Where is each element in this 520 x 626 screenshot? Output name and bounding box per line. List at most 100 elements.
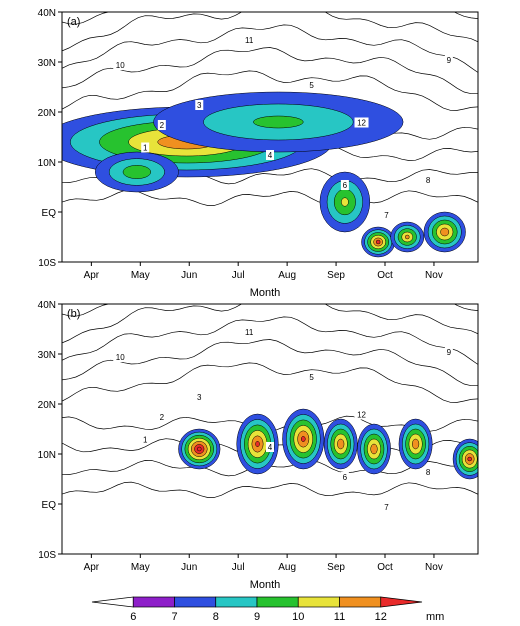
contour-label: 12 — [357, 411, 366, 420]
panel-b-x-axis: Apr May Jun Jul Aug Sep Oct Nov — [84, 554, 443, 573]
x-tick-label: Aug — [278, 270, 296, 281]
contour-label-bg — [424, 467, 433, 477]
contour-label: 7 — [384, 211, 389, 220]
contour-label-bg — [354, 409, 369, 420]
precip-blob — [390, 221, 425, 253]
colorbar-swatch — [256, 596, 299, 608]
contour-label: 3 — [197, 393, 202, 402]
contour-label-bg — [354, 117, 369, 128]
contour-label-bg — [307, 80, 316, 90]
precip-blob — [323, 418, 358, 470]
y-tick-label: 10N — [38, 450, 56, 461]
precip-level-9 — [122, 165, 151, 179]
contour-label-bg — [195, 100, 204, 110]
precip-level-10 — [341, 197, 349, 207]
panel-a-x-axis: Apr May Jun Jul Aug Sep Oct Nov — [84, 262, 443, 281]
contour-label-bg — [157, 120, 166, 130]
contour-label-bg — [340, 472, 349, 482]
contour-label-bg — [141, 142, 150, 153]
contour-line — [62, 24, 478, 73]
x-tick-label: May — [131, 270, 150, 281]
contour-label: 10 — [116, 61, 125, 70]
y-tick-label: 10S — [38, 550, 56, 561]
contour-line — [62, 362, 478, 403]
precip-blob — [423, 211, 466, 253]
contour-label: 1 — [143, 436, 148, 445]
x-tick-label: Nov — [425, 562, 443, 573]
x-tick-label: Oct — [377, 562, 393, 573]
contour-label-bg — [340, 180, 349, 190]
panel-a-frame — [61, 11, 479, 263]
x-tick-label: Jun — [181, 562, 197, 573]
x-tick-label: Jul — [232, 270, 245, 281]
x-tick-label: Sep — [327, 270, 345, 281]
colorbar-swatch — [132, 596, 175, 608]
precip-level-13 — [197, 446, 202, 452]
y-tick-label: EQ — [42, 208, 57, 219]
precip-blob — [361, 226, 396, 258]
contour-label: 4 — [268, 443, 273, 452]
precip-level-11 — [337, 438, 345, 450]
contour-line — [62, 339, 478, 387]
precip-level-11 — [412, 438, 420, 450]
precip-level-12 — [301, 436, 306, 442]
colorbar-swatch — [91, 596, 134, 608]
precip-level-12 — [467, 456, 472, 462]
contour-label: 8 — [426, 176, 431, 185]
precip-level-12 — [375, 239, 381, 245]
colorbar-tick-label: 9 — [254, 611, 260, 621]
contour-label-bg — [242, 327, 257, 337]
precip-blob — [282, 408, 325, 470]
precip-level-11 — [440, 227, 450, 237]
y-tick-label: 30N — [38, 58, 56, 69]
precip-blob — [236, 413, 279, 475]
colorbar-swatch — [215, 596, 258, 608]
contour-label: 2 — [160, 121, 165, 130]
contour-line — [62, 12, 478, 52]
colorbar-unit: mm — [426, 611, 444, 621]
precip-level-12 — [255, 441, 260, 447]
colorbar-tick-label: 11 — [334, 611, 345, 621]
x-tick-label: Jul — [232, 562, 245, 573]
colorbar-tick-label: 12 — [375, 611, 387, 621]
panel-b-label: (b) — [67, 308, 80, 320]
precip-blob — [357, 423, 391, 475]
contour-label-bg — [141, 434, 150, 445]
contour-line — [62, 47, 478, 95]
contour-label: 1 — [143, 144, 148, 153]
precip-blob — [398, 418, 433, 470]
contour-label: 5 — [309, 81, 314, 90]
panel-a-y-axis: 40N 30N 20N 10N EQ 10S — [38, 8, 62, 269]
y-tick-label: EQ — [42, 500, 57, 511]
y-tick-label: 10S — [38, 258, 56, 269]
contour-label-bg — [382, 502, 391, 512]
contour-label-bg — [157, 412, 166, 422]
contour-label-bg — [266, 150, 274, 160]
contour-label: 8 — [426, 468, 431, 477]
contour-label-bg — [444, 347, 453, 357]
contour-label-bg — [444, 55, 453, 65]
panel-a-label: (a) — [67, 16, 80, 28]
y-tick-label: 20N — [38, 108, 56, 119]
contour-label: 4 — [268, 151, 273, 160]
contour-label: 3 — [197, 101, 202, 110]
contour-label: 2 — [160, 413, 165, 422]
y-tick-label: 30N — [38, 350, 56, 361]
panel-b-y-axis: 40N 30N 20N 10N EQ 10S — [38, 300, 62, 561]
colorbar-swatch — [339, 596, 382, 608]
contour-label: 11 — [245, 36, 254, 45]
contour-label: 6 — [343, 473, 348, 482]
colorbar: 6 7 8 9 10 11 12 mm — [91, 596, 444, 623]
x-tick-label: May — [131, 562, 150, 573]
colorbar-swatch — [380, 596, 423, 608]
panel-b-x-label: Month — [250, 579, 281, 591]
contour-line — [62, 304, 478, 344]
contour-label-bg — [113, 352, 128, 362]
contour-label: 9 — [447, 56, 452, 65]
colorbar-swatch — [297, 596, 340, 608]
contour-label-bg — [424, 175, 433, 185]
